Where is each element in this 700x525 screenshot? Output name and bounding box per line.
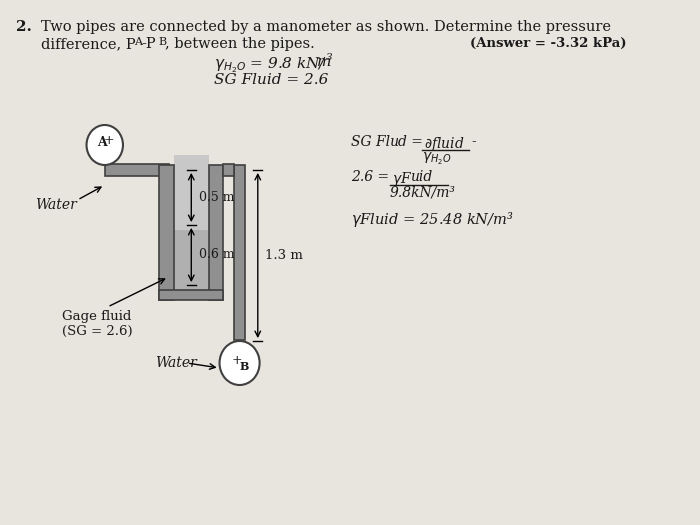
Text: $\partial$fluid: $\partial$fluid [424, 135, 464, 153]
Circle shape [220, 341, 260, 385]
Text: A: A [97, 135, 107, 149]
Text: +: + [104, 134, 115, 148]
Text: $\gamma$Fluid = 25.48 kN/m³: $\gamma$Fluid = 25.48 kN/m³ [351, 210, 514, 229]
Text: 0.6 m: 0.6 m [199, 248, 234, 261]
Text: SG Fluid = 2.6: SG Fluid = 2.6 [214, 73, 328, 87]
Bar [234, 165, 245, 340]
Text: -: - [472, 135, 477, 149]
Text: Water: Water [155, 356, 197, 370]
Text: d =: d = [398, 135, 427, 149]
Bar [209, 165, 223, 300]
Text: +: + [232, 353, 242, 366]
Text: $\gamma$F: $\gamma$F [392, 170, 412, 188]
Text: $\gamma_{H_2O}$: $\gamma_{H_2O}$ [421, 151, 451, 167]
Text: (SG = 2.6): (SG = 2.6) [62, 325, 132, 338]
Bar [105, 164, 169, 176]
Text: SG Flu: SG Flu [351, 135, 399, 149]
Text: B: B [239, 361, 248, 372]
Bar [223, 164, 234, 176]
Text: 2.6 =: 2.6 = [351, 170, 393, 184]
Text: 3: 3 [326, 53, 332, 62]
Text: m: m [317, 55, 332, 69]
Text: (Answer = -3.32 kPa): (Answer = -3.32 kPa) [470, 37, 626, 50]
Text: difference, P: difference, P [41, 37, 136, 51]
Text: Gage fluid: Gage fluid [62, 310, 132, 323]
Text: $\gamma_{H_2O}$ = 9.8 kN/: $\gamma_{H_2O}$ = 9.8 kN/ [214, 55, 327, 75]
Text: -P: -P [141, 37, 156, 51]
Text: 0.5 m: 0.5 m [199, 191, 234, 204]
Text: 1.3 m: 1.3 m [265, 249, 303, 262]
Text: uid: uid [410, 170, 432, 184]
Text: 9.8kN/m³: 9.8kN/m³ [390, 186, 456, 200]
Text: , between the pipes.: , between the pipes. [165, 37, 314, 51]
Text: Water: Water [34, 198, 76, 212]
Bar [174, 155, 209, 300]
Text: A: A [134, 37, 142, 47]
Circle shape [87, 125, 123, 165]
Text: B: B [158, 37, 167, 47]
Bar [160, 290, 223, 300]
Text: 2.: 2. [16, 20, 32, 34]
Bar [160, 165, 174, 300]
Text: Two pipes are connected by a manometer as shown. Determine the pressure: Two pipes are connected by a manometer a… [41, 20, 611, 34]
Bar [174, 230, 209, 300]
